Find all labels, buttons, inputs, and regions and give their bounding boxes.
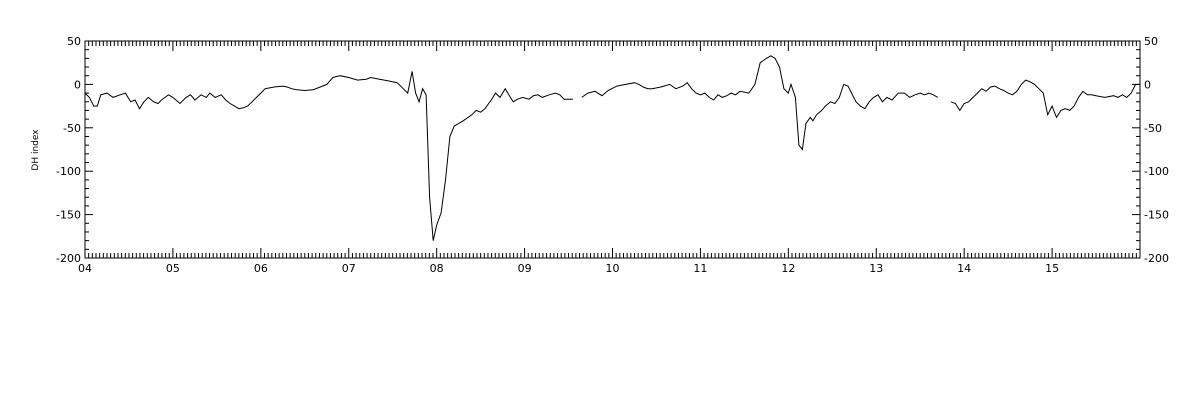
y-tick-label-right: -50 — [1144, 122, 1162, 135]
x-tick-label: 09 — [518, 262, 532, 275]
y-tick-label-left: -50 — [63, 122, 81, 135]
dh-index-line-segment — [950, 79, 1140, 119]
x-tick-label: 05 — [166, 262, 180, 275]
y-tick-label-left: 50 — [67, 35, 81, 48]
y-tick-label-right: -200 — [1144, 252, 1169, 265]
x-tick-label: 12 — [781, 262, 795, 275]
dh-index-line-segment — [84, 71, 573, 241]
x-tick-label: 06 — [254, 262, 268, 275]
x-tick-label: 07 — [342, 262, 356, 275]
x-tick-label: 15 — [1045, 262, 1059, 275]
y-tick-label-left: -200 — [56, 252, 81, 265]
x-tick-label: 13 — [869, 262, 883, 275]
x-tick-label: 04 — [78, 262, 92, 275]
y-tick-label-right: -150 — [1144, 209, 1169, 222]
x-tick-label: 10 — [606, 262, 620, 275]
x-tick-label: 08 — [430, 262, 444, 275]
x-tick-label: 11 — [693, 262, 707, 275]
y-tick-label-right: 0 — [1144, 78, 1151, 91]
y-tick-label-right: -100 — [1144, 165, 1169, 178]
axis-ticks — [84, 40, 1141, 259]
y-tick-label-left: 0 — [74, 78, 81, 91]
y-tick-label-right: 50 — [1144, 35, 1158, 48]
x-tick-label: 14 — [957, 262, 971, 275]
tick-labels: 04 05 06 07 08 09 10 11 12 13 14 15 50 50 0 0 -50 -50 -100… — [56, 35, 1169, 275]
series-lines — [84, 55, 1140, 241]
dh-index-line-segment — [581, 55, 939, 151]
y-tick-label-left: -100 — [56, 165, 81, 178]
y-tick-label-left: -150 — [56, 209, 81, 222]
plot-frame — [84, 40, 1141, 259]
y-axis-label: DH index — [31, 129, 41, 171]
